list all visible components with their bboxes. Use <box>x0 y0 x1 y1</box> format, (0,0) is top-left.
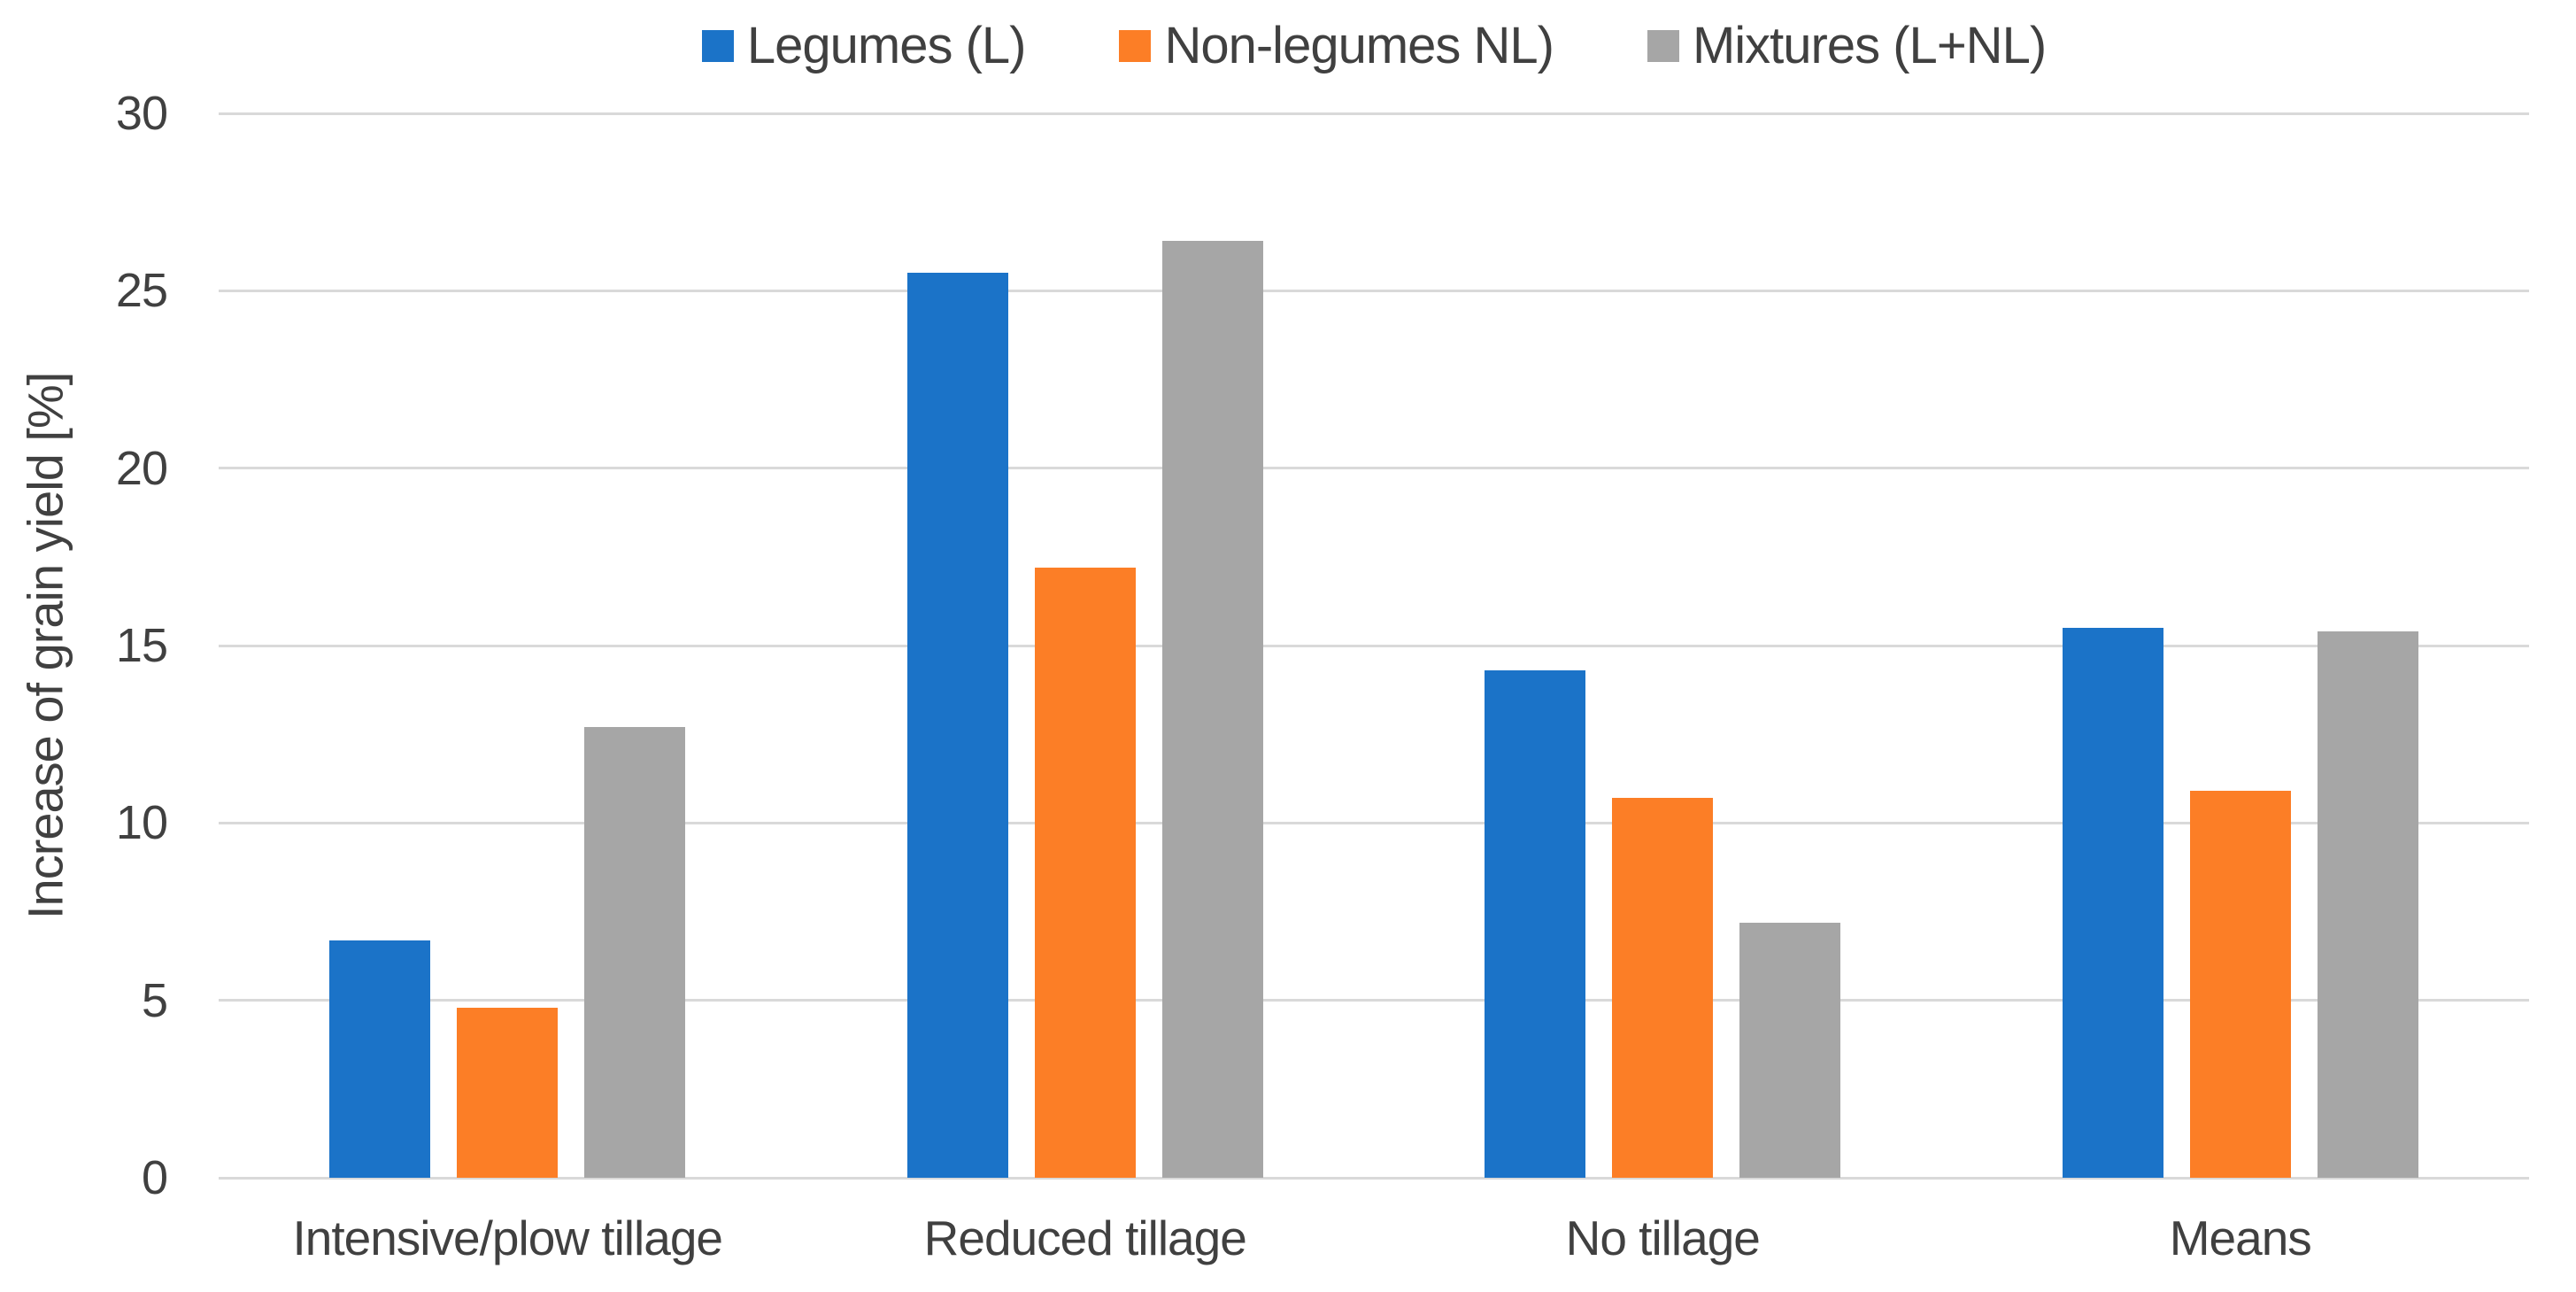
bar <box>1739 922 1841 1178</box>
x-category-label: Intensive/plow tillage <box>292 1211 723 1265</box>
bar <box>2062 627 2163 1178</box>
y-tick-label: 15 <box>115 619 168 672</box>
bar-group <box>1374 113 1952 1178</box>
bar-group <box>219 113 797 1178</box>
gridline <box>219 289 2529 292</box>
bar <box>457 1007 559 1178</box>
y-tick-label: 25 <box>115 264 168 318</box>
x-category-label: Reduced tillage <box>923 1211 1247 1265</box>
legend-item: Legumes (L) <box>701 16 1027 75</box>
x-axis-labels: Intensive/plow tillage Reduced tillage No … <box>219 1203 2529 1273</box>
bar <box>2317 631 2418 1178</box>
legend-swatch-icon <box>701 29 734 62</box>
y-tick-label: 30 <box>115 87 168 140</box>
legend-swatch-icon <box>1119 29 1152 62</box>
bar <box>1161 241 1263 1178</box>
legend-label: Non-legumes NL) <box>1164 17 1554 74</box>
legend: Legumes (L) Non-legumes NL) Mixtures (L+NL… <box>219 16 2529 75</box>
gridline <box>219 112 2529 115</box>
gridline <box>219 644 2529 647</box>
bar <box>906 273 1008 1178</box>
legend-label: Mixtures (L+NL) <box>1692 17 2047 74</box>
legend-label: Legumes (L) <box>746 17 1027 74</box>
x-category-label: No tillage <box>1565 1211 1761 1265</box>
bar-group <box>797 113 1375 1178</box>
legend-swatch-icon <box>1647 29 1679 62</box>
gridline <box>219 821 2529 824</box>
plot-area: 0 5 10 15 20 25 30 <box>116 89 2529 1202</box>
bar <box>1485 670 1586 1178</box>
gridline <box>219 1176 2529 1180</box>
bar <box>584 727 686 1178</box>
bar <box>2189 791 2291 1178</box>
y-tick-label: 5 <box>141 973 168 1027</box>
y-tick-label: 20 <box>115 441 168 495</box>
y-axis-title: Increase of grain yield [%] <box>17 372 73 919</box>
bars-layer <box>219 113 2529 1178</box>
bar <box>329 940 431 1178</box>
legend-item: Non-legumes NL) <box>1119 16 1554 75</box>
bar-group <box>1952 113 2530 1178</box>
legend-item: Mixtures (L+NL) <box>1647 16 2047 75</box>
x-category-label: Means <box>2169 1211 2312 1265</box>
gridline <box>219 467 2529 470</box>
bar <box>1034 567 1136 1178</box>
bar <box>1612 798 1714 1178</box>
y-tick-label: 0 <box>141 1151 168 1204</box>
gridline <box>219 999 2529 1002</box>
y-tick-label: 10 <box>115 796 168 850</box>
